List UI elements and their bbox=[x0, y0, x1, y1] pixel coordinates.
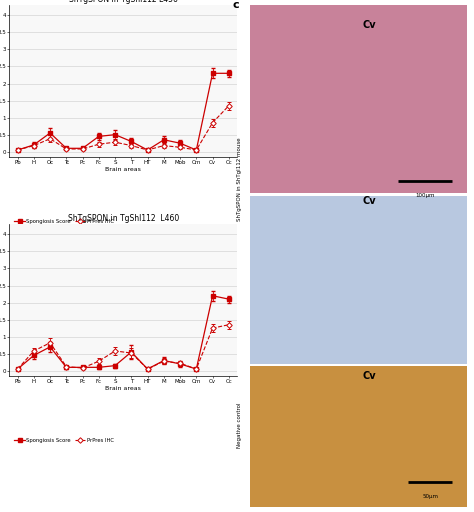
Bar bbox=[250, 5, 467, 193]
X-axis label: Brain areas: Brain areas bbox=[105, 386, 141, 391]
Title: ShTgSPON in TgShI112  L460: ShTgSPON in TgShI112 L460 bbox=[68, 215, 179, 223]
Text: c: c bbox=[233, 0, 239, 10]
Bar bbox=[250, 196, 467, 364]
Text: ShTgSPON in ShTgI112 mouse: ShTgSPON in ShTgI112 mouse bbox=[237, 137, 242, 221]
Legend: Spongiosis Score, PrPres IHC: Spongiosis Score, PrPres IHC bbox=[12, 436, 117, 445]
Text: Negative control: Negative control bbox=[237, 402, 242, 447]
Text: Cv: Cv bbox=[363, 196, 376, 206]
Bar bbox=[250, 367, 467, 507]
Text: Cv: Cv bbox=[363, 371, 376, 381]
Text: 50μm: 50μm bbox=[422, 495, 438, 499]
Text: Cv: Cv bbox=[363, 20, 376, 30]
X-axis label: Brain areas: Brain areas bbox=[105, 167, 141, 172]
Legend: Spongiosis Score, PrPres IHC: Spongiosis Score, PrPres IHC bbox=[12, 217, 117, 226]
Title: ShTgSPON in TgShI112 L456: ShTgSPON in TgShI112 L456 bbox=[69, 0, 178, 4]
Text: 100μm: 100μm bbox=[415, 193, 434, 198]
